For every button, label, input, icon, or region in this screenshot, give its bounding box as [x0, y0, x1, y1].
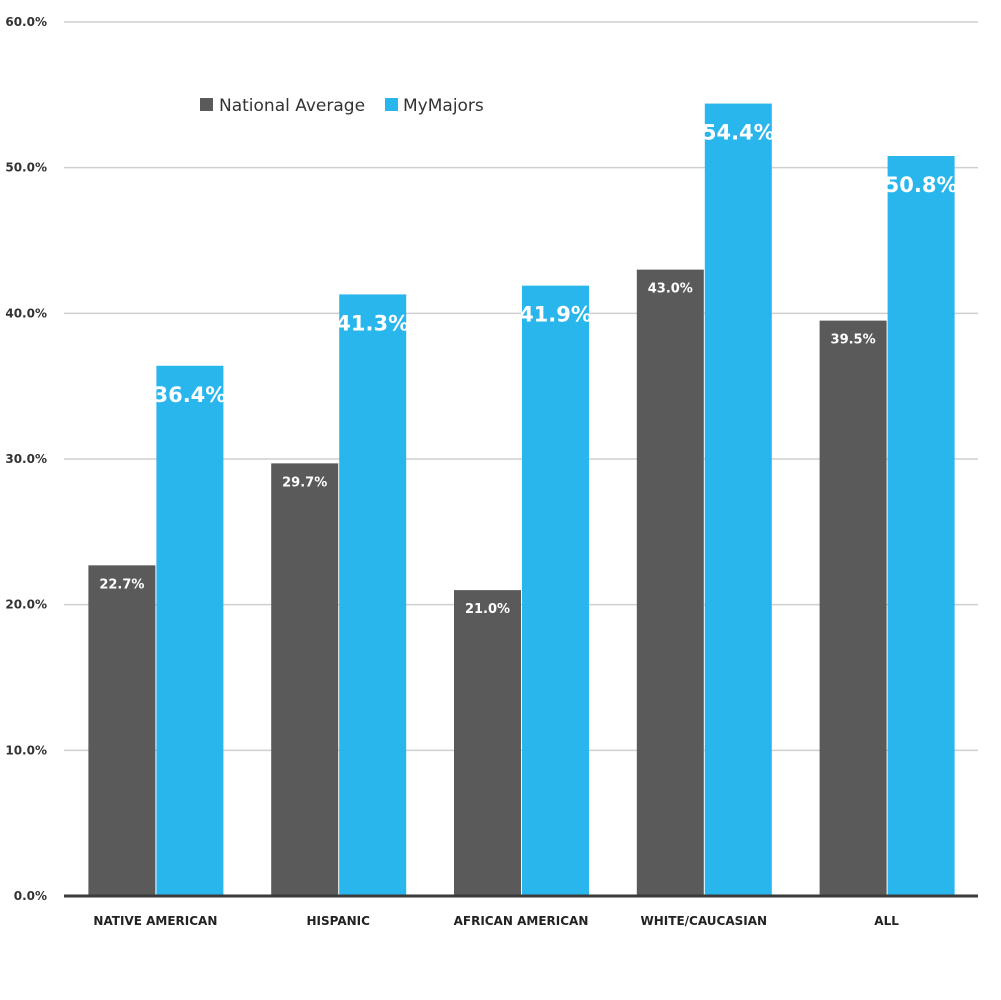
legend-swatch-mymajors [385, 98, 398, 111]
x-category-label: NATIVE AMERICAN [93, 914, 217, 928]
data-label: 41.9% [519, 303, 592, 327]
y-tick-label: 50.0% [5, 161, 47, 175]
data-label: 41.3% [336, 311, 409, 335]
data-label: 50.8% [885, 173, 958, 197]
x-category-label: WHITE/CAUCASIAN [641, 914, 768, 928]
x-category-label: ALL [874, 914, 899, 928]
bar-national-average [636, 269, 704, 897]
bar-mymajors [887, 156, 955, 897]
data-label: 22.7% [99, 577, 144, 592]
x-category-label: AFRICAN AMERICAN [454, 914, 589, 928]
bar-mymajors [156, 365, 224, 897]
bars [88, 103, 955, 897]
y-tick-label: 0.0% [14, 889, 47, 903]
legend-swatch-national-average [200, 98, 213, 111]
data-labels: 22.7% 36.4% 29.7% 41.3% 21.0% 41.9% 43.0% 54.4%… [99, 121, 957, 618]
data-label: 36.4% [153, 383, 226, 407]
y-tick-label: 40.0% [5, 306, 47, 320]
bar-mymajors [704, 103, 772, 896]
data-label: 29.7% [282, 475, 327, 490]
y-tick-label: 10.0% [5, 743, 47, 757]
bar-mymajors [339, 294, 407, 896]
y-tick-label: 20.0% [5, 598, 47, 612]
y-tick-label: 60.0% [5, 15, 47, 29]
bar-national-average [454, 590, 521, 896]
bar-national-average [819, 320, 887, 896]
y-tick-label: 30.0% [5, 452, 47, 466]
legend-label-national-average: National Average [219, 96, 365, 116]
bar-national-average [271, 463, 339, 896]
legend: National Average MyMajors [200, 96, 484, 116]
legend-label-mymajors: MyMajors [403, 96, 484, 116]
data-label: 43.0% [648, 282, 693, 297]
data-label: 54.4% [702, 121, 775, 145]
data-label: 21.0% [465, 602, 510, 617]
x-category-label: HISPANIC [306, 914, 370, 928]
y-axis-ticks: 0.0% 10.0% 20.0% 30.0% 40.0% 50.0% 60.0% [5, 15, 47, 903]
bar-mymajors [522, 285, 589, 896]
x-axis-categories: NATIVE AMERICAN HISPANIC AFRICAN AMERICAN W… [93, 914, 899, 928]
data-label: 39.5% [831, 333, 876, 348]
bar-national-average [88, 565, 156, 896]
